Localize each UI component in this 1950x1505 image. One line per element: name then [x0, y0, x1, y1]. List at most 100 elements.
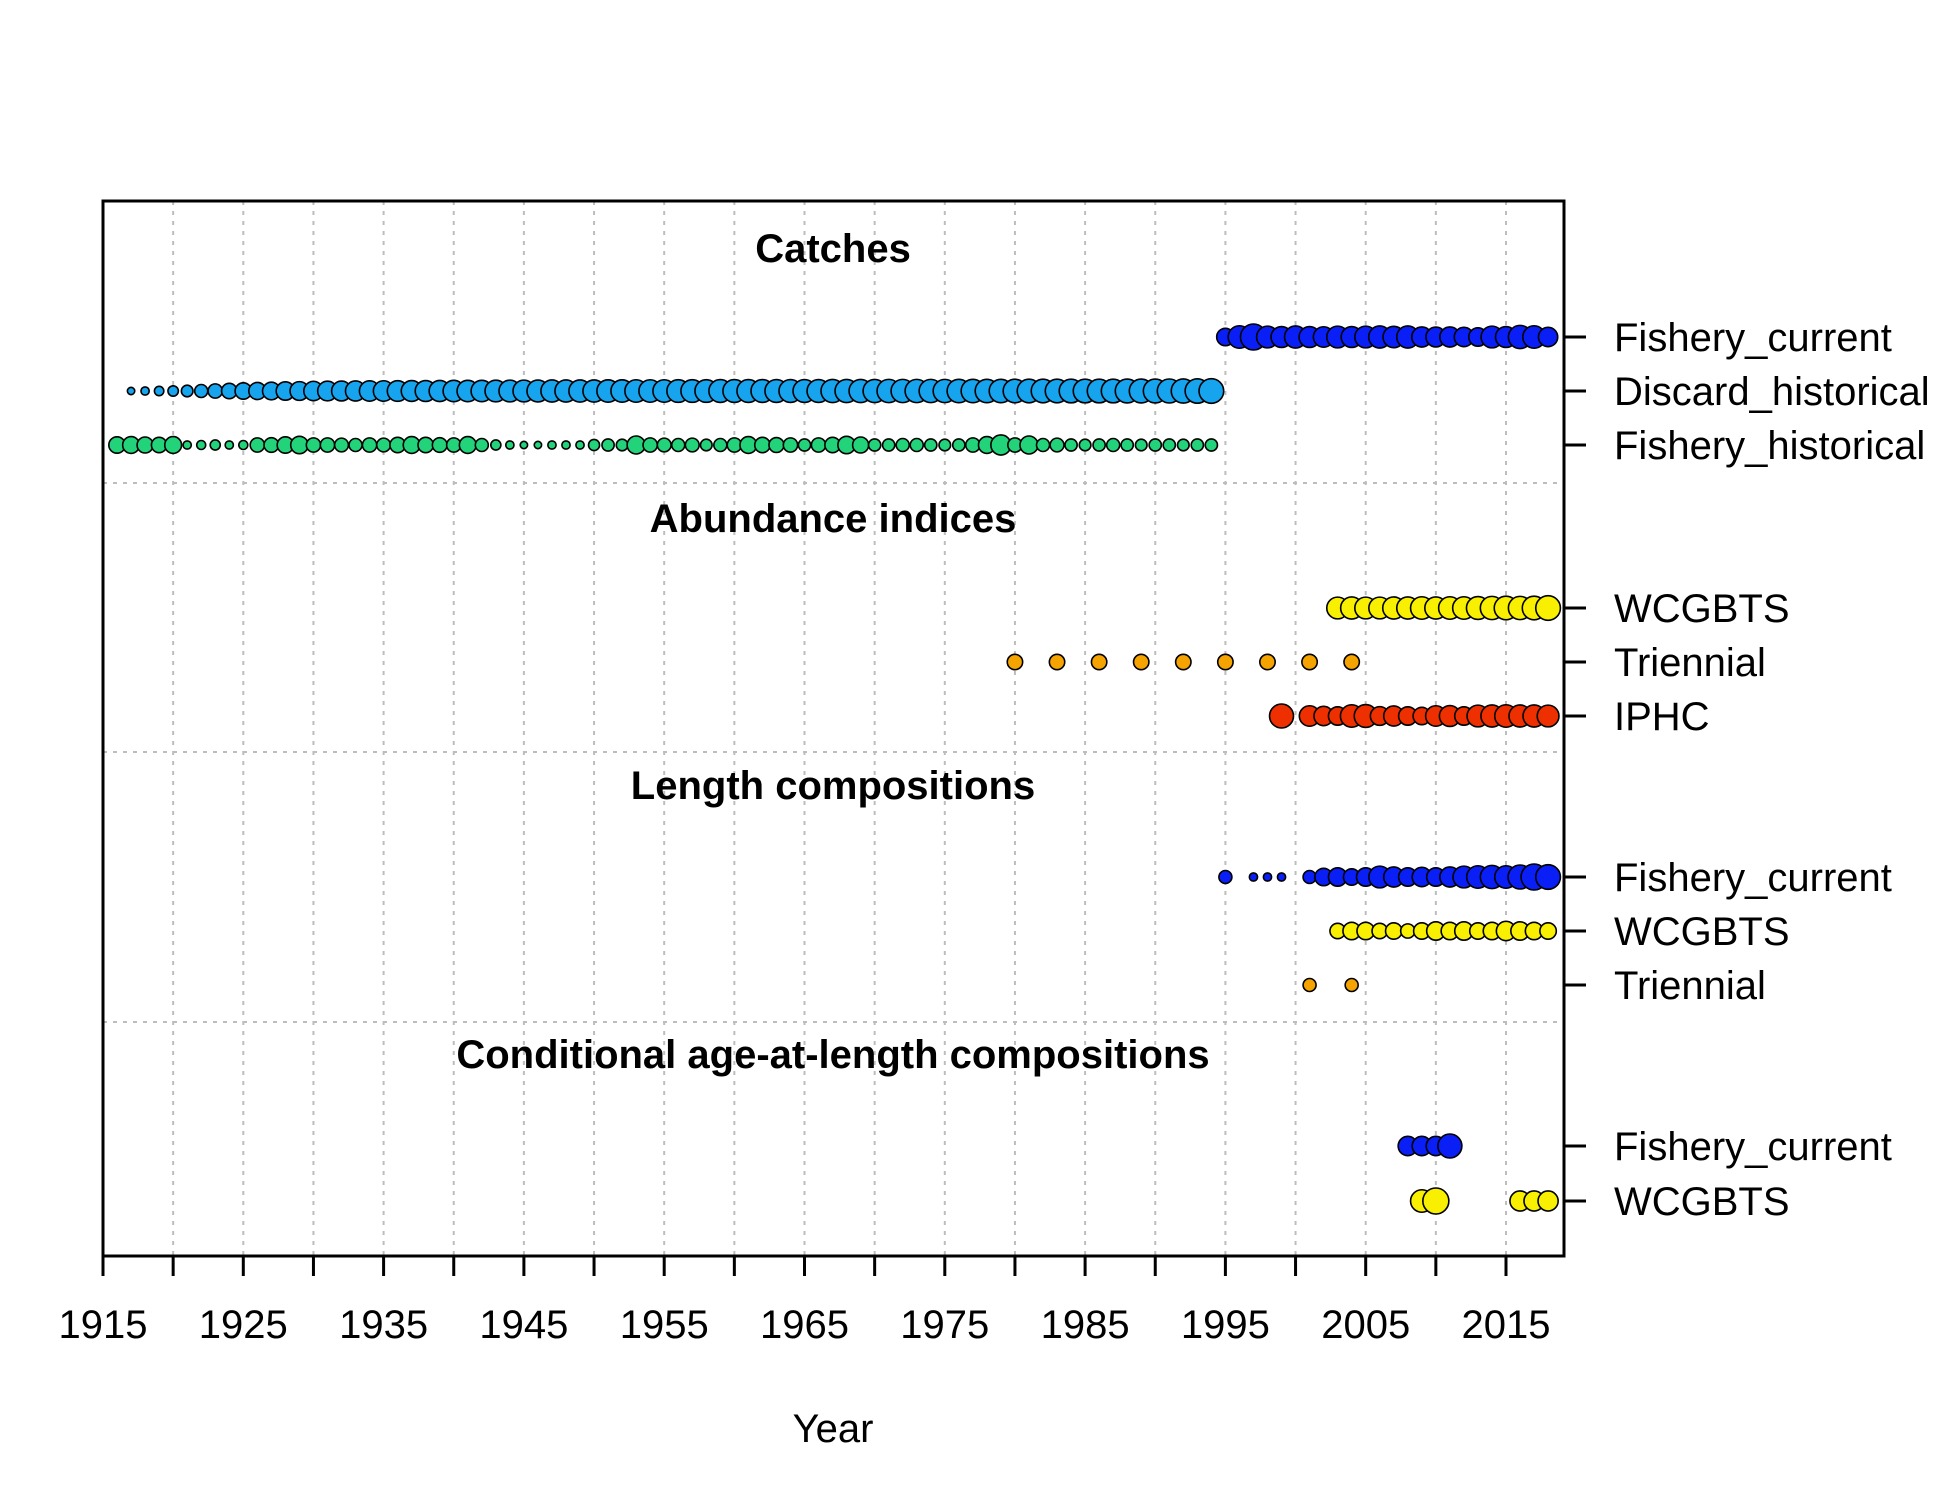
data-point-0-2-1932: [333, 437, 350, 453]
data-point-0-2-1955: [656, 437, 672, 453]
panel-separators: [103, 482, 1564, 1023]
series-label-3-1: WCGBTS: [1614, 1180, 1790, 1224]
data-point-0-2-1923: [209, 439, 222, 451]
data-point-0-2-1933: [348, 437, 363, 453]
data-point-2-0-1997: [1248, 872, 1259, 882]
data-point-0-2-1976: [951, 438, 966, 452]
data-point-1-1-1986: [1090, 653, 1108, 671]
series-label-2-2: Triennial: [1614, 964, 1766, 1008]
series-label-2-1: WCGBTS: [1614, 910, 1790, 954]
panel-title-2: Length compositions: [631, 764, 1035, 808]
data-point-0-2-1994: [1204, 438, 1219, 452]
data-point-0-2-1982: [1035, 437, 1051, 453]
data-point-0-2-1958: [699, 438, 713, 452]
data-point-0-2-1926: [249, 437, 266, 453]
series-label-0-0: Fishery_current: [1614, 316, 1892, 360]
x-tick-label-1915: 1915: [59, 1303, 148, 1347]
data-point-0-2-1920: [163, 435, 183, 455]
data-point-0-2-1971: [881, 438, 896, 452]
panel-title-3: Conditional age-at-length compositions: [456, 1033, 1209, 1077]
panel-title-0: Catches: [755, 227, 911, 271]
data-point-0-2-1929: [289, 435, 309, 455]
data-point-0-1-1918: [140, 386, 150, 396]
data-point-0-2-1964: [782, 437, 799, 453]
data-point-1-2-2018: [1536, 704, 1560, 728]
data-point-0-2-1966: [810, 437, 827, 453]
data-point-0-2-1951: [601, 438, 615, 452]
data-point-0-2-1943: [490, 439, 502, 451]
series-label-0-2: Fishery_historical: [1614, 424, 1925, 468]
data-point-1-1-1983: [1048, 653, 1066, 671]
data-point-0-2-1984: [1064, 438, 1078, 452]
data-point-0-1-1922: [193, 383, 209, 399]
data-point-0-2-1975: [938, 438, 952, 452]
data-point-2-1-2018: [1539, 921, 1558, 941]
x-tick-label-1925: 1925: [199, 1303, 288, 1347]
data-point-0-2-1973: [909, 437, 925, 453]
series-label-2-0: Fishery_current: [1614, 856, 1892, 900]
data-point-0-2-1945: [519, 440, 529, 450]
x-tick-label-1945: 1945: [479, 1303, 568, 1347]
data-point-3-0-2011: [1437, 1133, 1463, 1159]
data-point-0-2-1944: [504, 440, 515, 450]
data-point-1-1-2004: [1343, 653, 1361, 671]
data-point-0-2-1922: [195, 439, 207, 451]
data-point-0-1-1920: [167, 384, 180, 397]
series-label-3-0: Fishery_current: [1614, 1125, 1892, 1169]
data-point-0-2-1952: [615, 438, 629, 452]
data-point-0-2-1983: [1049, 437, 1065, 453]
data-point-0-2-1925: [238, 439, 249, 451]
panel-titles: Catches Abundance indices Length compositi…: [456, 227, 1209, 1077]
x-tick-label-1975: 1975: [900, 1303, 989, 1347]
data-point-2-0-1999: [1276, 872, 1287, 882]
data-point-0-1-1923: [207, 383, 224, 399]
data-point-0-2-1974: [923, 438, 938, 452]
data-point-0-2-1989: [1134, 438, 1148, 452]
x-tick-label-2005: 2005: [1321, 1303, 1410, 1347]
x-tick-label-1935: 1935: [339, 1303, 428, 1347]
data-point-0-2-1988: [1120, 438, 1135, 452]
series-label-1-2: IPHC: [1614, 695, 1710, 739]
data-point-0-2-1962: [753, 436, 771, 454]
data-point-0-2-1935: [375, 437, 392, 453]
data-point-0-2-1965: [797, 438, 812, 452]
x-tick-label-2015: 2015: [1462, 1303, 1551, 1347]
data-point-0-1-1919: [153, 385, 165, 397]
x-axis: 1915 1925 1935 1945 1955 1965 1975 1985 1995 2005…: [59, 1254, 1551, 1347]
data-point-0-2-1957: [684, 437, 700, 453]
panel-title-1: Abundance indices: [650, 497, 1017, 541]
data-point-0-2-1921: [182, 440, 193, 450]
plot-frame: [101, 199, 1566, 1258]
data-point-1-1-2001: [1301, 653, 1319, 671]
data-point-0-2-1949: [575, 440, 585, 450]
data-point-1-2-1999: [1268, 703, 1295, 729]
series-label-0-1: Discard_historical: [1614, 370, 1930, 414]
data-point-1-1-1992: [1174, 653, 1192, 671]
data-point-2-0-1995: [1218, 869, 1233, 885]
data-point-0-2-1931: [319, 437, 336, 453]
data-point-0-2-1934: [361, 437, 378, 453]
data-point-2-1-2008: [1399, 923, 1416, 939]
data-point-1-1-1980: [1006, 653, 1024, 671]
data-point-3-1-2010: [1422, 1187, 1450, 1215]
data-point-0-2-1959: [713, 437, 728, 453]
data-point-0-1-1994: [1198, 377, 1225, 405]
data-point-2-2-2004: [1344, 977, 1359, 993]
data-point-2-2-2001: [1302, 977, 1317, 993]
data-point-0-2-1930: [305, 437, 322, 453]
data-point-1-1-1989: [1132, 653, 1150, 671]
data-point-2-0-1998: [1262, 872, 1273, 882]
data-point-0-2-1954: [642, 437, 659, 453]
data-point-0-2-1950: [587, 438, 601, 452]
data-point-0-0-2018: [1537, 326, 1559, 348]
data-point-0-2-1972: [895, 437, 911, 453]
data-point-0-2-1985: [1078, 438, 1092, 452]
y-axis-series-labels: Fishery_current Discard_historical Fishery…: [1564, 316, 1930, 1224]
data-point-0-1-1921: [180, 384, 194, 398]
data-point-0-2-1963: [768, 436, 785, 454]
series-label-1-1: Triennial: [1614, 641, 1766, 685]
data-point-0-2-1992: [1176, 438, 1190, 452]
data-point-0-2-1970: [867, 438, 882, 452]
